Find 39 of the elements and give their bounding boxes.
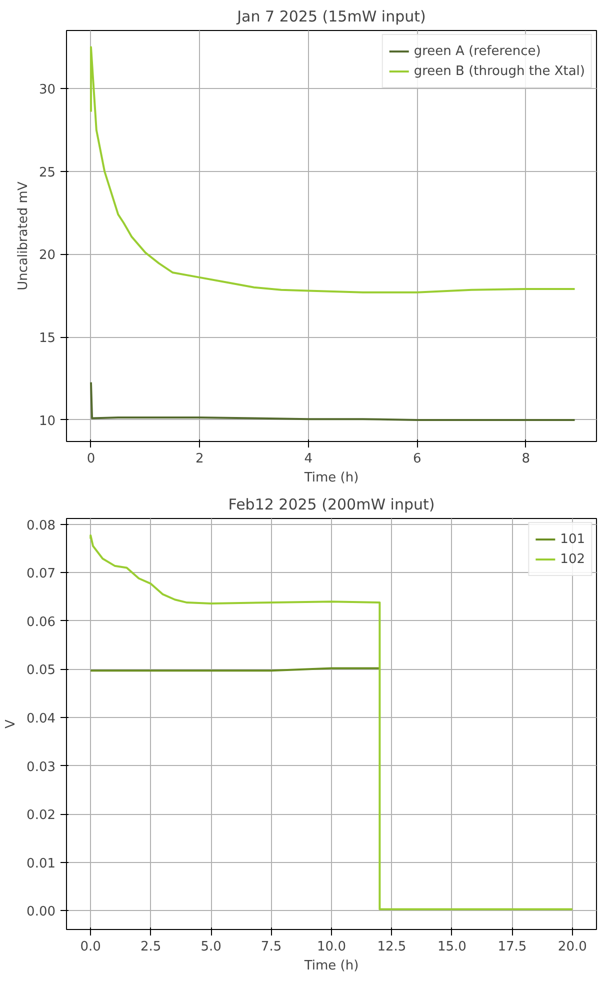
- x-tick-label: 6: [412, 452, 422, 466]
- x-tick-label: 7.5: [260, 940, 282, 954]
- x-axis-title: Time (h): [303, 470, 359, 486]
- y-tick-label: 15: [38, 331, 56, 346]
- y-tick-label: 0.08: [26, 518, 56, 534]
- y-tick-label: 0.02: [26, 808, 56, 824]
- y-tick-label: 0.00: [26, 904, 56, 920]
- y-tick-label: 0.07: [26, 566, 56, 582]
- x-tick-label: 20.0: [558, 940, 587, 954]
- y-tick-label: 0.03: [26, 760, 56, 775]
- y-tick-label: 30: [38, 82, 56, 98]
- x-tick-label: 5.0: [200, 940, 222, 954]
- x-tick-label: 0: [86, 452, 96, 466]
- chart-title: Jan 7 2025 (15mW input): [236, 8, 426, 26]
- x-tick-label: 17.5: [498, 940, 527, 954]
- line-series: [90, 381, 576, 421]
- y-axis-title: Uncalibrated mV: [16, 182, 31, 290]
- x-axis-title: Time (h): [303, 958, 359, 974]
- x-tick-label: 12.5: [377, 940, 406, 954]
- legend-label: green B (through the Xtal): [414, 64, 585, 78]
- x-tick-label: 8: [522, 452, 530, 466]
- x-tick-label: 2: [196, 452, 204, 466]
- legend-label: 101: [560, 532, 585, 546]
- y-tick-label: 0.01: [26, 856, 56, 872]
- chart-title: Feb12 2025 (200mW input): [228, 496, 435, 514]
- y-tick-label: 25: [38, 165, 56, 180]
- y-axis-title: V: [4, 719, 19, 728]
- y-tick-label: 20: [38, 248, 56, 264]
- legend-label: 102: [560, 552, 585, 566]
- x-tick-label: 0.0: [80, 940, 101, 954]
- x-tick-label: 10.0: [317, 940, 346, 954]
- x-tick-label: 2.5: [140, 940, 162, 954]
- y-tick-label: 10: [38, 414, 56, 429]
- y-tick-label: 0.05: [26, 663, 56, 678]
- y-tick-label: 0.04: [26, 711, 56, 726]
- x-tick-label: 15.0: [437, 940, 466, 954]
- legend-label: green A (reference): [414, 44, 541, 58]
- y-tick-label: 0.06: [26, 614, 56, 630]
- x-tick-label: 4: [304, 452, 313, 466]
